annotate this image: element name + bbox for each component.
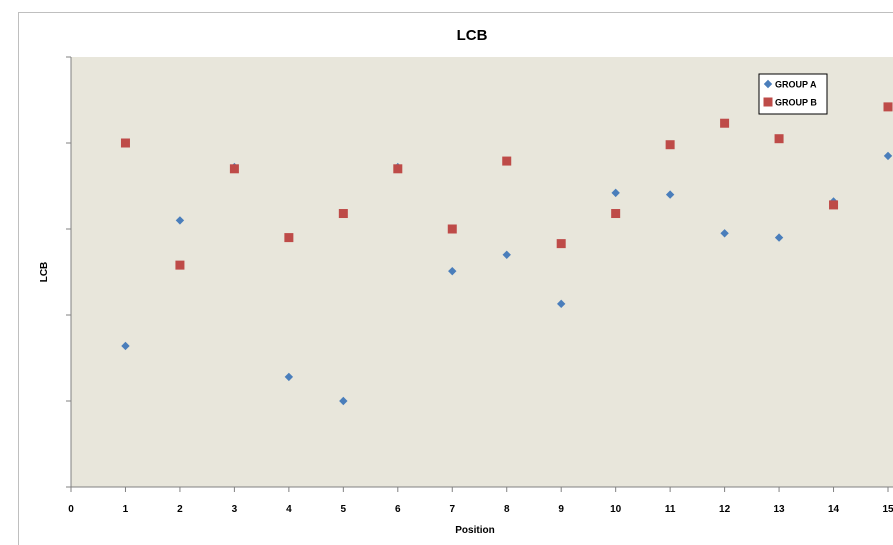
x-tick-label: 1 <box>123 504 129 515</box>
diamond-point <box>175 216 185 225</box>
x-tick-label: 14 <box>828 504 840 515</box>
x-tick-label: 9 <box>558 504 564 515</box>
diamond-point <box>121 341 130 351</box>
x-tick-label: 6 <box>395 504 401 515</box>
diamond-point <box>611 188 620 198</box>
square-point <box>393 164 403 174</box>
legend-label: GROUP B <box>775 98 817 108</box>
diamond-point <box>883 151 893 161</box>
diamond-point <box>502 250 511 259</box>
square-point <box>120 138 130 148</box>
x-tick-label: 15 <box>882 504 893 515</box>
diamond-point <box>720 229 729 238</box>
series-group-b <box>120 102 893 270</box>
legend-marker <box>763 97 773 107</box>
square-point <box>502 156 512 166</box>
x-tick-label: 0 <box>68 504 74 515</box>
square-point <box>447 224 457 234</box>
x-tick-label: 13 <box>774 504 786 515</box>
x-tick-label: 10 <box>610 504 622 515</box>
plot-area <box>71 57 893 487</box>
square-point <box>774 134 784 144</box>
diamond-point <box>557 299 566 309</box>
diamond-point <box>665 190 675 199</box>
square-point <box>175 260 185 270</box>
square-point <box>338 209 348 219</box>
x-tick-label: 8 <box>504 504 510 515</box>
diamond-point <box>339 396 348 406</box>
square-point <box>556 239 566 249</box>
diamond-point <box>284 372 294 382</box>
x-axis-label: Position <box>455 525 494 536</box>
x-tick-label: 4 <box>286 504 292 515</box>
x-tick-label: 2 <box>177 504 183 515</box>
x-tick-label: 5 <box>341 504 347 515</box>
chart-title: LCB <box>457 27 488 44</box>
square-point <box>229 164 239 174</box>
square-point <box>665 140 675 150</box>
x-tick-label: 3 <box>232 504 238 515</box>
data-points <box>120 102 893 406</box>
x-tick-label: 11 <box>665 504 676 515</box>
legend-marker <box>763 79 773 89</box>
square-point <box>829 200 839 210</box>
legend: GROUP A GROUP B <box>758 73 828 115</box>
axes: 0 1 2 3 4 5 6 7 8 9 10 11 12 13 14 15 <box>66 56 893 515</box>
diamond-point <box>774 233 784 242</box>
square-point <box>611 209 621 219</box>
y-axis-label: LCB <box>39 262 50 283</box>
square-point <box>883 102 893 112</box>
square-point <box>720 118 730 128</box>
legend-box <box>758 73 828 115</box>
x-tick-label: 7 <box>449 504 455 515</box>
square-point <box>284 233 294 243</box>
legend-label: GROUP A <box>775 80 817 90</box>
x-tick-label: 12 <box>719 504 731 515</box>
diamond-point <box>448 266 457 276</box>
chart-frame <box>18 12 893 545</box>
